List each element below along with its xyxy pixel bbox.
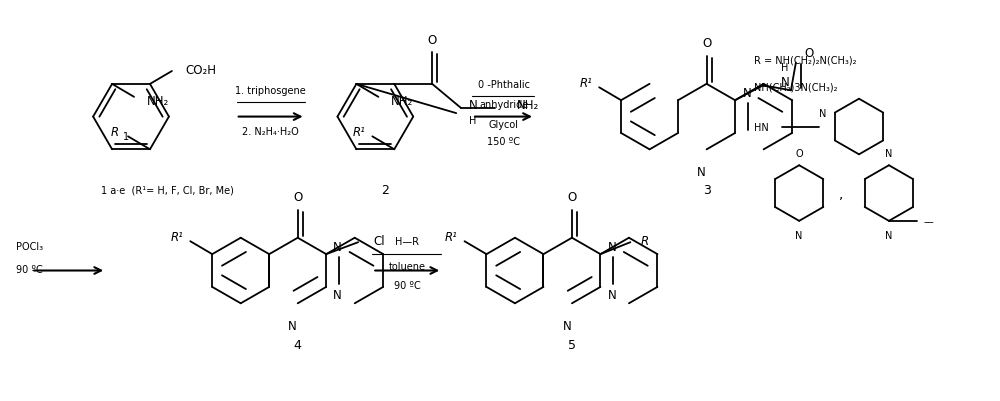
Text: R¹: R¹ bbox=[580, 77, 593, 89]
Text: H: H bbox=[781, 63, 788, 73]
Text: ,: , bbox=[839, 186, 843, 200]
Text: O: O bbox=[702, 36, 711, 49]
Text: O: O bbox=[795, 149, 803, 159]
Text: 5: 5 bbox=[568, 339, 576, 352]
Text: anhydride: anhydride bbox=[479, 99, 529, 109]
Text: 1: 1 bbox=[123, 132, 129, 142]
Text: O: O bbox=[293, 190, 302, 203]
Text: N: N bbox=[697, 165, 706, 178]
Text: N: N bbox=[333, 240, 342, 253]
Text: CO₂H: CO₂H bbox=[185, 63, 216, 76]
Text: NH₂: NH₂ bbox=[517, 98, 540, 111]
Text: N: N bbox=[885, 230, 893, 240]
Text: toluene: toluene bbox=[389, 261, 426, 271]
Text: O: O bbox=[428, 34, 437, 47]
Text: O: O bbox=[804, 47, 814, 60]
Text: R = NH(CH₂)₂N(CH₃)₂: R = NH(CH₂)₂N(CH₃)₂ bbox=[754, 56, 857, 66]
Text: NH(CH₂)3N(CH₃)₂: NH(CH₂)3N(CH₃)₂ bbox=[754, 83, 838, 93]
Text: N: N bbox=[333, 289, 342, 302]
Text: O: O bbox=[567, 190, 577, 203]
Text: Glycol: Glycol bbox=[489, 119, 519, 129]
Text: NH₂: NH₂ bbox=[391, 95, 414, 108]
Text: N: N bbox=[819, 108, 827, 118]
Text: N: N bbox=[563, 319, 571, 332]
Text: —: — bbox=[924, 216, 934, 226]
Text: R: R bbox=[111, 126, 119, 138]
Text: H: H bbox=[469, 116, 477, 126]
Text: N: N bbox=[781, 76, 790, 89]
Text: R¹: R¹ bbox=[171, 230, 184, 243]
Text: NH₂: NH₂ bbox=[147, 95, 169, 108]
Text: 90 ºC: 90 ºC bbox=[16, 264, 43, 274]
Text: N: N bbox=[743, 87, 752, 99]
Text: R¹: R¹ bbox=[353, 126, 366, 138]
Text: 1. triphosgene: 1. triphosgene bbox=[235, 85, 306, 95]
Text: N: N bbox=[469, 98, 478, 111]
Text: POCl₃: POCl₃ bbox=[16, 241, 43, 251]
Text: N: N bbox=[607, 240, 616, 253]
Text: 90 ºC: 90 ºC bbox=[394, 281, 421, 291]
Text: HN: HN bbox=[754, 122, 769, 132]
Text: 150 ºC: 150 ºC bbox=[487, 137, 520, 147]
Text: 0 -Phthalic: 0 -Phthalic bbox=[478, 80, 530, 89]
Text: 3: 3 bbox=[703, 183, 711, 196]
Text: 2: 2 bbox=[381, 183, 389, 196]
Text: 1 a·e  (R¹= H, F, Cl, Br, Me): 1 a·e (R¹= H, F, Cl, Br, Me) bbox=[101, 184, 234, 194]
Text: Cl: Cl bbox=[373, 234, 385, 247]
Text: 4: 4 bbox=[294, 339, 302, 352]
Text: N: N bbox=[885, 149, 893, 159]
Text: 2. N₂H₄·H₂O: 2. N₂H₄·H₂O bbox=[242, 127, 299, 137]
Text: R: R bbox=[640, 234, 648, 247]
Text: H—R: H—R bbox=[395, 236, 419, 246]
Text: N: N bbox=[288, 319, 297, 332]
Text: R¹: R¹ bbox=[445, 230, 458, 243]
Text: N: N bbox=[607, 289, 616, 302]
Text: N: N bbox=[795, 230, 803, 240]
